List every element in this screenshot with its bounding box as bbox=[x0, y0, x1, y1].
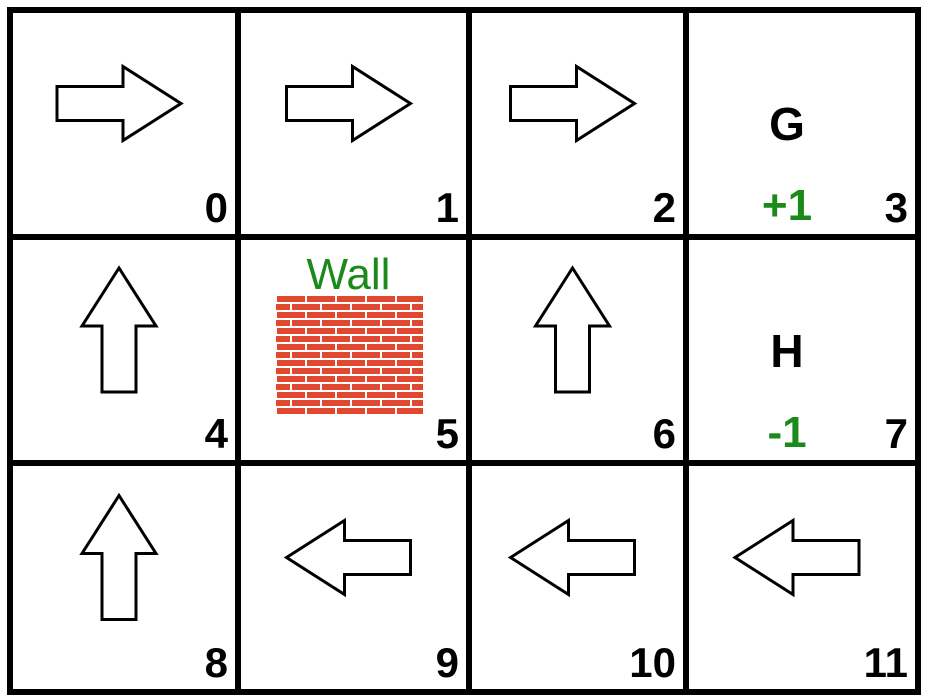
cell-4: 4 bbox=[79, 265, 229, 457]
cell-11: 11 bbox=[732, 517, 908, 686]
arrow-left-icon bbox=[507, 517, 636, 598]
cell-number: 4 bbox=[205, 410, 229, 457]
cell-number: 9 bbox=[436, 639, 459, 686]
cell-number: 8 bbox=[205, 639, 228, 686]
arrow-up-icon bbox=[79, 265, 159, 394]
terminal-letter: G bbox=[769, 98, 805, 150]
cell-number: 5 bbox=[436, 410, 459, 457]
brick-wall-icon bbox=[276, 295, 423, 416]
cell-9: 9 bbox=[283, 517, 459, 686]
cell-6: 6 bbox=[532, 265, 676, 457]
cell-8: 8 bbox=[79, 492, 228, 686]
terminal-reward: +1 bbox=[762, 181, 812, 230]
cell-3: G +1 3 bbox=[762, 98, 908, 231]
cell-1: 1 bbox=[285, 63, 459, 231]
wall-label: Wall bbox=[307, 250, 391, 299]
cell-7: H -1 7 bbox=[767, 325, 908, 457]
cells-layer: 0 1 2 G +1 3 4 Wall 5 6 H -1 7 8 9 10 11 bbox=[55, 63, 908, 686]
arrow-right-icon bbox=[285, 63, 414, 144]
arrow-right-icon bbox=[55, 63, 184, 144]
cell-5: Wall 5 bbox=[276, 250, 459, 457]
arrow-up-icon bbox=[79, 492, 159, 621]
cell-number: 0 bbox=[205, 184, 228, 231]
arrow-right-icon bbox=[509, 63, 638, 144]
cell-number: 2 bbox=[653, 184, 676, 231]
cell-number: 1 bbox=[436, 184, 459, 231]
arrow-up-icon bbox=[532, 265, 613, 394]
cell-0: 0 bbox=[55, 63, 228, 231]
grid-lines bbox=[7, 7, 921, 695]
cell-number: 10 bbox=[629, 639, 676, 686]
arrow-left-icon bbox=[732, 517, 861, 598]
cell-2: 2 bbox=[509, 63, 676, 231]
cell-number: 7 bbox=[885, 410, 908, 457]
cell-number: 3 bbox=[885, 184, 908, 231]
terminal-reward: -1 bbox=[767, 408, 806, 457]
cell-10: 10 bbox=[507, 517, 676, 686]
terminal-letter: H bbox=[770, 325, 803, 377]
cell-number: 11 bbox=[864, 639, 908, 686]
arrow-left-icon bbox=[283, 517, 412, 598]
cell-number: 6 bbox=[653, 410, 676, 457]
